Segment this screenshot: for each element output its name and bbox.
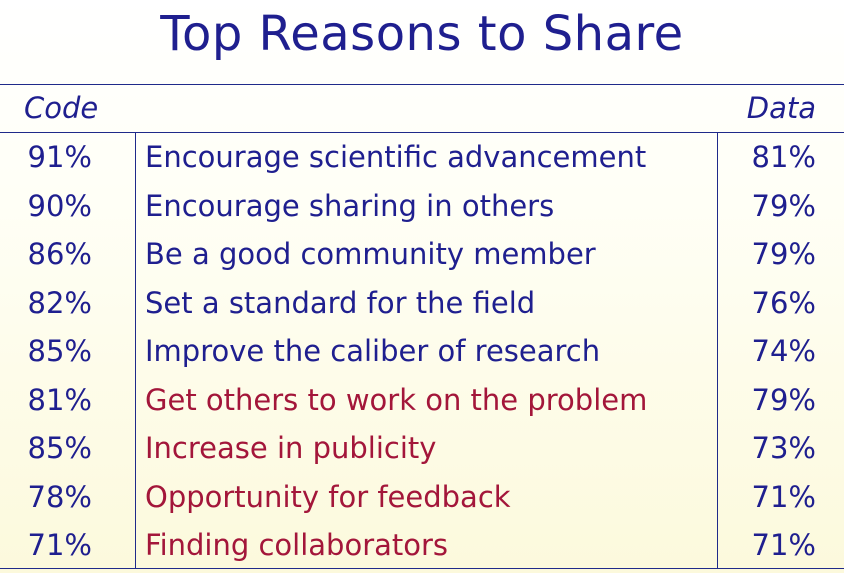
data-column-header: Data — [746, 91, 816, 125]
code-percent: 90% — [27, 188, 92, 223]
data-percent: 71% — [751, 528, 816, 562]
code-percent: 86% — [27, 237, 92, 271]
reason-label: Encourage scientific advancement — [145, 140, 647, 174]
data-percent: 74% — [751, 334, 816, 368]
code-percent: 82% — [27, 285, 92, 320]
table-row: 91% Encourage scientific advancement 81% — [0, 133, 844, 182]
top-divider — [0, 84, 844, 85]
reasons-table: 91% Encourage scientific advancement 81%… — [0, 133, 844, 570]
table-row: 85% Improve the caliber of research 74% — [0, 327, 844, 376]
table-row: 71% Finding collaborators 71% — [0, 521, 844, 570]
code-percent: 91% — [27, 140, 92, 174]
table-row: 85% Increase in publicity 73% — [0, 424, 844, 473]
reason-label: Opportunity for feedback — [145, 479, 511, 514]
data-percent: 71% — [751, 479, 816, 514]
data-percent: 81% — [751, 140, 816, 174]
table-row: 82% Set a standard for the field 76% — [0, 279, 844, 328]
data-percent: 79% — [751, 237, 816, 271]
reason-label: Finding collaborators — [145, 528, 449, 562]
data-percent: 79% — [751, 188, 816, 223]
table-row: 90% Encourage sharing in others 79% — [0, 182, 844, 231]
data-percent: 73% — [751, 431, 816, 465]
data-percent: 79% — [751, 382, 816, 417]
bottom-divider — [0, 568, 844, 569]
right-column-divider — [717, 132, 718, 568]
reason-label: Get others to work on the problem — [145, 382, 648, 417]
table-row: 86% Be a good community member 79% — [0, 230, 844, 279]
table-row: 81% Get others to work on the problem 79… — [0, 376, 844, 425]
code-column-header: Code — [24, 91, 99, 125]
reason-label: Encourage sharing in others — [145, 188, 555, 223]
reason-label: Set a standard for the field — [145, 285, 536, 320]
header-divider — [0, 132, 844, 133]
reason-label: Be a good community member — [145, 237, 596, 271]
code-percent: 85% — [27, 334, 92, 368]
code-percent: 78% — [27, 479, 92, 514]
reason-label: Improve the caliber of research — [145, 334, 601, 368]
page-title: Top Reasons to Share — [160, 6, 684, 62]
data-percent: 76% — [751, 285, 816, 320]
reason-label: Increase in publicity — [145, 431, 437, 465]
left-column-divider — [135, 132, 136, 568]
table-row: 78% Opportunity for feedback 71% — [0, 473, 844, 522]
code-percent: 81% — [27, 382, 92, 417]
code-percent: 71% — [27, 528, 92, 562]
code-percent: 85% — [27, 431, 92, 465]
